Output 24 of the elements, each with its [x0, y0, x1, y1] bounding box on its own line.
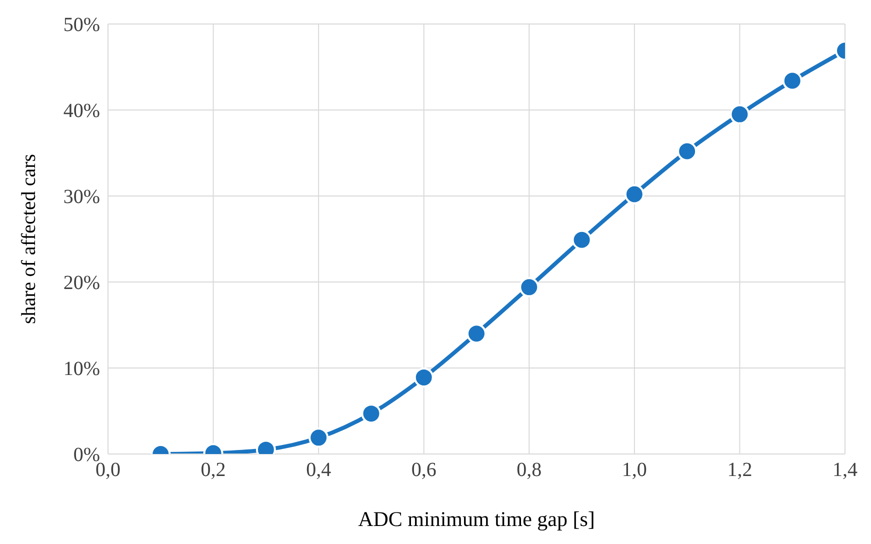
point — [414, 367, 434, 388]
y-tick-label: 30% — [63, 186, 100, 208]
y-tick-label: 10% — [63, 358, 100, 380]
point — [624, 184, 644, 204]
point — [466, 324, 486, 344]
y-tick-label: 40% — [63, 100, 100, 122]
point — [730, 104, 750, 124]
point — [519, 277, 540, 298]
y-tick-label: 20% — [63, 272, 100, 294]
point — [308, 428, 329, 448]
point — [572, 230, 592, 250]
point — [782, 70, 802, 91]
point — [361, 404, 382, 424]
x-tick-label: 0,8 — [516, 459, 542, 482]
x-tick-label: 0,6 — [411, 459, 436, 482]
y-axis-title: share of affected cars — [18, 154, 40, 324]
x-tick-label: 0,2 — [200, 459, 226, 482]
x-axis-title: ADC minimum time gap [s] — [358, 507, 595, 531]
x-tick-label: 0,4 — [306, 459, 332, 482]
y-tick-label: 50% — [63, 14, 100, 36]
x-tick-label: 1,4 — [832, 459, 858, 482]
x-tick-label: 1,0 — [622, 459, 647, 482]
x-tick-label: 1,2 — [727, 459, 752, 482]
point — [677, 141, 698, 162]
